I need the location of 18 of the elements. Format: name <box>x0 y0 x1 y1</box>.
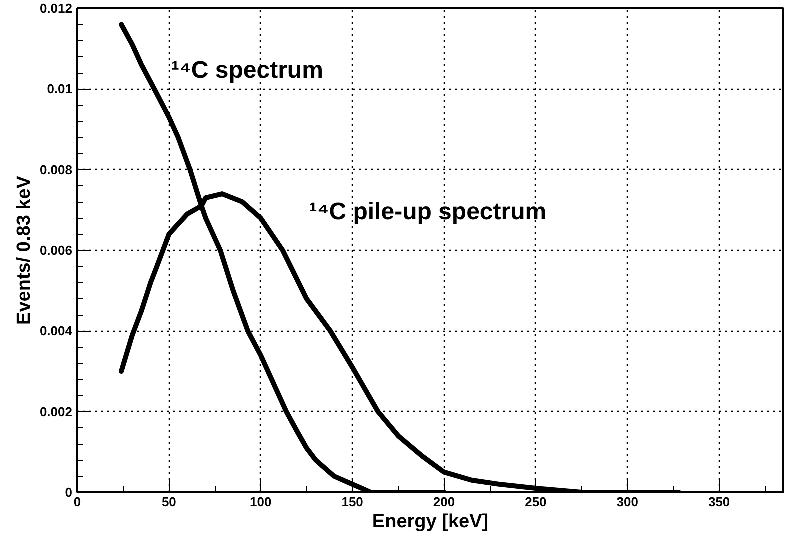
x-tick-label: 350 <box>708 494 730 510</box>
y-tick-label: 0.006 <box>40 243 73 258</box>
x-tick-label: 150 <box>342 494 364 510</box>
y-tick-label: 0.004 <box>40 324 74 339</box>
y-tick-label: 0.01 <box>47 82 73 97</box>
x-tick-label: 200 <box>433 494 456 510</box>
y-tick-label: 0 <box>65 485 73 500</box>
y-tick-label: 0.002 <box>40 404 73 420</box>
y-tick-label: 0.008 <box>40 162 73 178</box>
series-label: ¹⁴C pile-up spectrum <box>309 198 547 226</box>
series-label: ¹⁴C spectrum <box>172 57 324 84</box>
x-tick-label: 50 <box>162 494 176 510</box>
y-tick-label: 0.012 <box>40 1 73 16</box>
x-tick-label: 300 <box>616 494 638 510</box>
y-axis-title: Events/ 0.83 keV <box>14 176 35 325</box>
x-tick-label: 250 <box>525 494 547 510</box>
x-axis-title: Energy [keV] <box>372 512 489 532</box>
x-tick-label: 100 <box>250 494 272 510</box>
